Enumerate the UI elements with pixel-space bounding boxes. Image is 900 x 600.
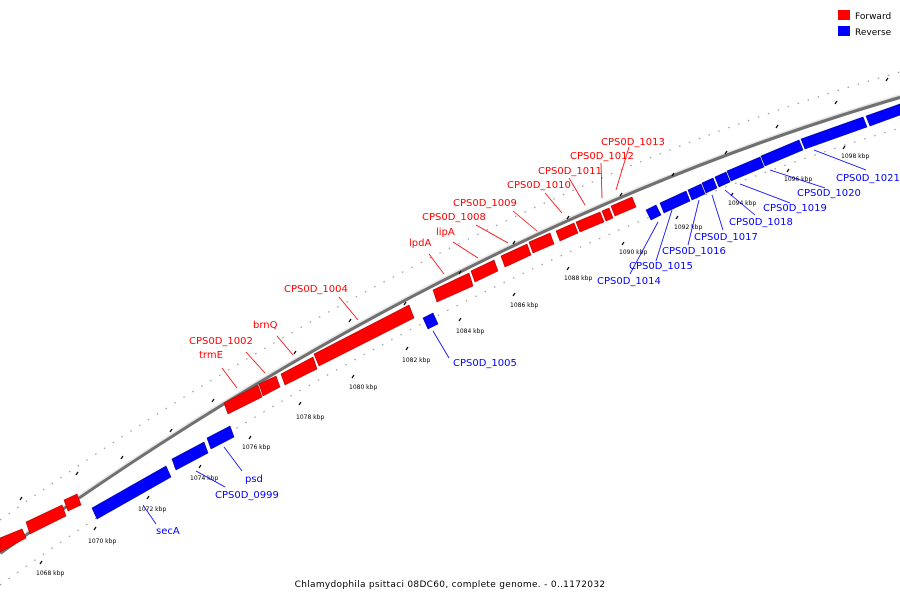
forward-gene-blocks	[0, 196, 637, 553]
gene-label: CPS0D_1014	[597, 276, 661, 287]
forward-gene-block[interactable]	[575, 211, 605, 233]
genome-caption: Chlamydophila psittaci 08DC60, complete …	[295, 580, 606, 590]
gene-label: secA	[156, 526, 180, 537]
gene-label: CPS0D_1015	[629, 261, 693, 272]
reverse-gene-block[interactable]	[422, 312, 439, 330]
gene-label: CPS0D_1010	[507, 180, 571, 191]
gene-label: CPS0D_1012	[570, 151, 634, 162]
gene-label: CPS0D_1019	[763, 203, 827, 214]
outer-dotted-track	[0, 71, 900, 521]
tick-label: 1072 kbp	[138, 506, 166, 513]
legend-forward-label: Forward	[855, 12, 891, 22]
tick-label: 1098 kbp	[841, 153, 869, 160]
gene-label: CPS0D_1021	[836, 173, 900, 184]
gene-label: CPS0D_1008	[422, 212, 486, 223]
gene-label: CPS0D_1004	[284, 284, 348, 295]
gene-label: CPS0D_1005	[453, 358, 517, 369]
reverse-gene-block[interactable]	[726, 156, 765, 182]
legend-reverse-label: Reverse	[855, 28, 892, 38]
tick-label: 1068 kbp	[36, 570, 64, 577]
reverse-gene-block[interactable]	[865, 103, 900, 127]
genome-backbone-shadow	[0, 95, 900, 555]
tick-label: 1078 kbp	[296, 414, 324, 421]
tick-label: 1080 kbp	[349, 384, 377, 391]
reverse-label-connectors	[142, 149, 867, 525]
forward-gene-block[interactable]	[223, 384, 263, 415]
inner-dotted-track	[0, 127, 900, 586]
gene-label: CPS0D_1018	[729, 217, 793, 228]
tick-label: 1076 kbp	[242, 444, 270, 451]
gene-label: psd	[245, 474, 263, 485]
gene-label: CPS0D_1020	[797, 188, 861, 199]
forward-gene-block[interactable]	[258, 375, 281, 397]
forward-gene-block[interactable]	[63, 493, 82, 512]
forward-gene-block[interactable]	[528, 232, 555, 254]
forward-gene-labels: trmE CPS0D_1002 brnQ CPS0D_1004 lpdA lip…	[189, 137, 665, 361]
reverse-gene-block[interactable]	[659, 190, 691, 214]
tick-label: 1086 kbp	[510, 302, 538, 309]
forward-gene-block[interactable]	[470, 259, 499, 283]
forward-gene-block[interactable]	[313, 304, 415, 367]
reverse-gene-block[interactable]	[701, 177, 718, 194]
tick-label: 1070 kbp	[88, 538, 116, 545]
outer-ticks	[19, 77, 889, 501]
reverse-gene-block[interactable]	[171, 441, 209, 471]
gene-label: CPS0D_1016	[662, 246, 726, 257]
forward-gene-block[interactable]	[601, 207, 614, 222]
tick-label: 1094 kbp	[728, 200, 756, 207]
gene-label: CPS0D_1011	[538, 166, 602, 177]
reverse-gene-block[interactable]	[91, 465, 172, 520]
tick-label: 1082 kbp	[402, 357, 430, 364]
genome-backbone	[0, 94, 900, 552]
reverse-gene-labels: secA CPS0D_0999 psd CPS0D_1005 CPS0D_101…	[156, 173, 900, 537]
reverse-gene-block[interactable]	[714, 171, 731, 188]
reverse-gene-block[interactable]	[800, 116, 868, 150]
inner-ticks	[39, 145, 846, 565]
reverse-gene-block[interactable]	[687, 183, 706, 201]
tick-label: 1074 kbp	[190, 475, 218, 482]
forward-gene-block[interactable]	[0, 528, 27, 553]
gene-label: CPS0D_1013	[601, 137, 665, 148]
reverse-gene-block[interactable]	[206, 425, 235, 450]
forward-gene-block[interactable]	[25, 504, 67, 535]
reverse-gene-block[interactable]	[760, 139, 804, 167]
forward-gene-block[interactable]	[610, 196, 637, 217]
gene-label: CPS0D_1009	[453, 198, 517, 209]
gene-label: brnQ	[253, 320, 278, 331]
reverse-gene-blocks	[91, 103, 900, 520]
gene-label: CPS0D_1017	[694, 232, 758, 243]
gene-label: CPS0D_1002	[189, 336, 253, 347]
gene-label: CPS0D_0999	[215, 490, 279, 501]
tick-label: 1088 kbp	[564, 275, 592, 282]
legend-forward-swatch	[838, 10, 850, 20]
forward-gene-block[interactable]	[432, 272, 474, 303]
legend: Forward Reverse	[838, 10, 892, 38]
gene-label: lipA	[436, 227, 455, 238]
forward-gene-block[interactable]	[280, 356, 318, 386]
forward-gene-block[interactable]	[500, 243, 532, 268]
tick-label: 1090 kbp	[619, 249, 647, 256]
gene-label: trmE	[199, 350, 223, 361]
tick-labels: 1068 kbp 1070 kbp 1072 kbp 1074 kbp 1076…	[36, 153, 869, 577]
reverse-gene-block[interactable]	[645, 204, 662, 221]
forward-label-connectors	[221, 146, 630, 389]
forward-gene-block[interactable]	[555, 222, 579, 242]
gene-label: lpdA	[409, 238, 431, 249]
tick-label: 1092 kbp	[674, 224, 702, 231]
tick-label: 1084 kbp	[456, 328, 484, 335]
legend-reverse-swatch	[838, 26, 850, 36]
